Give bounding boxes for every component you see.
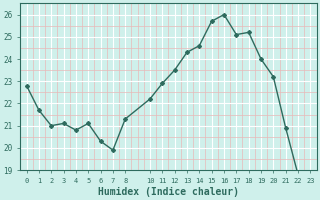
X-axis label: Humidex (Indice chaleur): Humidex (Indice chaleur): [98, 186, 239, 197]
